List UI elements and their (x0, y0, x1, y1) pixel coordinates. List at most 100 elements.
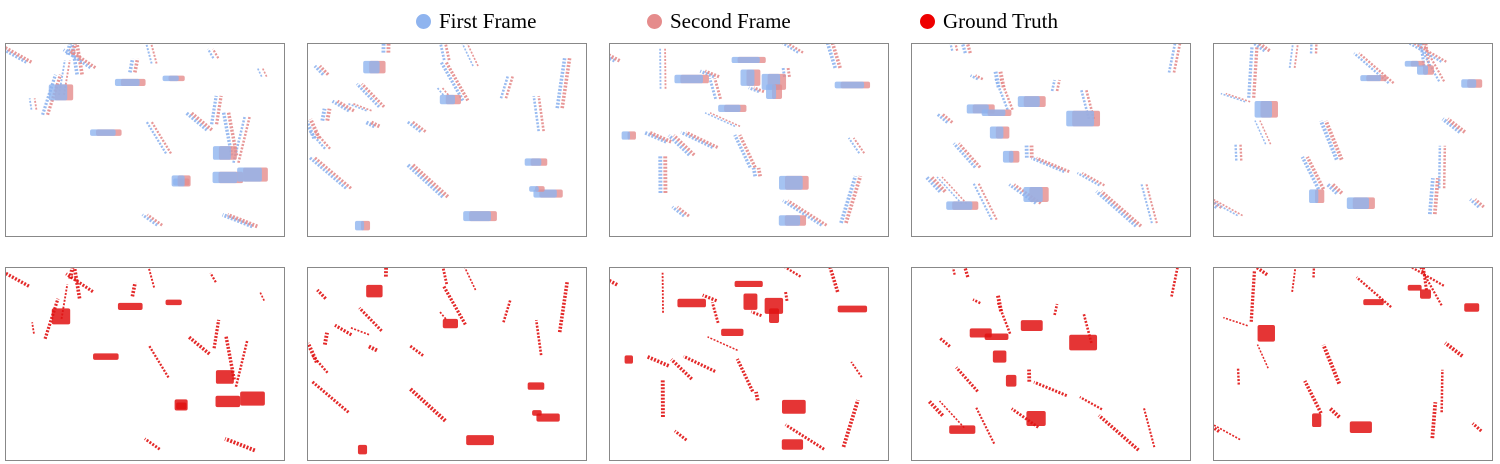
point-streak (1076, 171, 1101, 187)
point-streak (713, 77, 722, 100)
point-streak (960, 44, 967, 54)
point-streak (70, 44, 79, 75)
point-streak (680, 130, 714, 149)
point-cluster (984, 333, 1009, 340)
point-streak (322, 332, 329, 345)
point-cluster (1312, 413, 1322, 428)
point-streak (6, 271, 30, 288)
point-streak (365, 120, 376, 129)
panel-overlay-3 (609, 43, 889, 237)
point-streak (1095, 190, 1138, 228)
point-streak (1145, 183, 1158, 224)
point-streak (1303, 380, 1323, 414)
point-cluster (1404, 60, 1419, 67)
point-cluster (946, 201, 973, 210)
point-streak (1225, 92, 1251, 103)
point-streak (1419, 268, 1443, 306)
point-streak (954, 44, 959, 51)
point-streak (995, 294, 1003, 312)
panel-overlay-2 (307, 43, 587, 237)
point-streak (1442, 145, 1447, 189)
point-streak (645, 354, 670, 368)
point-streak (210, 95, 218, 125)
point-streak (748, 86, 760, 94)
point-streak (786, 66, 791, 78)
point-streak (1446, 117, 1466, 134)
point-streak (1312, 268, 1316, 278)
point-streak (184, 111, 209, 132)
point-streak (1259, 120, 1272, 145)
point-streak (974, 74, 984, 81)
point-cluster (981, 109, 1006, 116)
point-streak (1440, 369, 1444, 413)
point-streak (1427, 178, 1435, 215)
point-cluster (1419, 289, 1431, 299)
point-streak (1430, 402, 1438, 439)
point-streak (355, 82, 381, 108)
point-streak (993, 70, 1001, 88)
point-streak (67, 48, 97, 69)
point-streak (308, 118, 322, 140)
point-streak (1305, 156, 1326, 190)
point-streak (782, 199, 823, 227)
point-streak (439, 311, 447, 320)
point-cluster (212, 171, 238, 184)
point-cluster (48, 84, 68, 101)
point-streak (28, 98, 33, 110)
point-streak (1172, 44, 1182, 73)
point-streak (671, 205, 685, 218)
point-streak (1142, 407, 1156, 448)
point-streak (753, 86, 765, 94)
point-streak (1437, 145, 1442, 189)
point-streak (187, 335, 211, 356)
point-streak (310, 380, 350, 414)
point-cluster (778, 215, 801, 226)
point-cluster (837, 305, 868, 313)
point-streak (1079, 395, 1103, 411)
point-streak (1419, 44, 1426, 67)
point-streak (349, 326, 370, 336)
point-streak (1100, 190, 1143, 228)
point-cloud-overlay-4 (925, 44, 1182, 228)
point-cloud-ground-truth-2 (308, 268, 569, 455)
point-streak (308, 342, 319, 364)
point-cluster (466, 435, 494, 446)
point-streak (224, 436, 256, 453)
point-streak (256, 67, 263, 77)
point-cluster (1066, 110, 1095, 127)
point-streak (1055, 79, 1061, 92)
point-streak (784, 268, 802, 278)
point-streak (68, 268, 75, 280)
point-cluster (363, 60, 380, 74)
point-cloud-overlay-2 (308, 44, 572, 231)
point-streak (1469, 198, 1480, 209)
point-streak (1328, 407, 1341, 419)
point-streak (360, 82, 386, 108)
point-streak (1432, 178, 1440, 215)
point-streak (938, 336, 951, 348)
point-streak (1097, 414, 1140, 452)
point-streak (672, 134, 696, 157)
point-streak (610, 278, 618, 287)
second-frame-marker (647, 13, 662, 29)
point-streak (648, 130, 672, 144)
point-streak (367, 344, 378, 353)
point-cluster (1005, 374, 1017, 387)
point-streak (442, 285, 467, 326)
point-streak (841, 399, 860, 448)
point-streak (699, 69, 715, 79)
point-streak (560, 57, 572, 109)
point-streak (557, 281, 569, 333)
point-cluster (1020, 320, 1043, 332)
point-streak (783, 290, 789, 302)
point-cluster (674, 74, 703, 84)
point-streak (1249, 269, 1257, 322)
point-streak (930, 176, 947, 193)
point-cluster (949, 425, 976, 434)
point-streak (1314, 44, 1318, 54)
point-cluster (781, 439, 804, 450)
point-cluster (779, 175, 803, 190)
point-streak (308, 119, 317, 140)
point-cluster (524, 158, 542, 166)
point-streak (381, 44, 386, 53)
